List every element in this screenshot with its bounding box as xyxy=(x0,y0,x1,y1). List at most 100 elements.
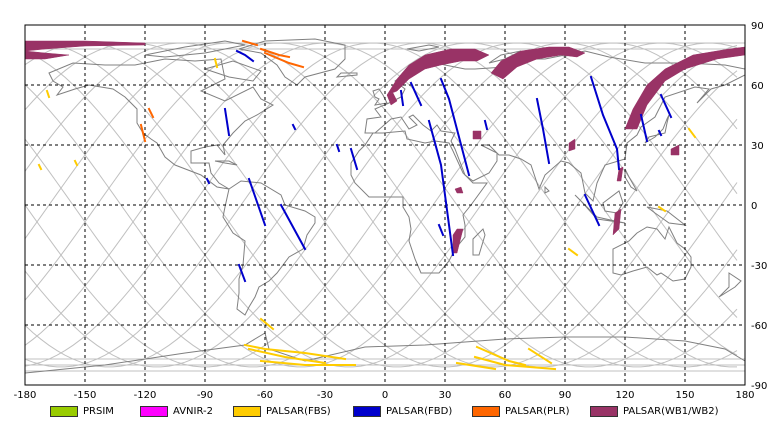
swath-wb xyxy=(386,92,398,106)
orbit-track xyxy=(288,42,738,318)
swath-fbd xyxy=(235,49,255,63)
swath-fbd xyxy=(427,119,455,257)
x-tick-labels: -180 -150 -120 -90 -60 -30 0 30 60 90 120 150 180 xyxy=(14,390,755,401)
swath-fbs xyxy=(37,163,43,171)
swath-plr xyxy=(263,51,305,69)
orbit-track xyxy=(96,42,738,368)
swath-wb xyxy=(670,144,680,156)
legend-label: PRSIM xyxy=(83,405,114,417)
orbit-track xyxy=(432,42,738,206)
y-tick-label: -30 xyxy=(751,261,767,272)
legend-label: PALSAR(FBS) xyxy=(266,405,331,417)
swath-wb xyxy=(616,166,624,182)
y-tick-labels: 90 60 30 0 -30 -60 -90 xyxy=(751,21,767,392)
swath-fbs xyxy=(473,355,557,371)
legend-item-avnir2: AVNIR-2 xyxy=(140,403,213,419)
coast-uk xyxy=(372,88,388,106)
swath-fbs xyxy=(657,205,667,213)
orbit-track xyxy=(24,42,578,368)
swath-fbd xyxy=(237,263,247,283)
swath-fbs xyxy=(243,343,347,361)
x-tick-label: 120 xyxy=(615,390,634,401)
legend-swatch-palsar-fbs xyxy=(233,405,261,417)
legend-swatch-palsar-plr xyxy=(472,405,500,417)
orbit-track xyxy=(24,204,50,239)
y-tick-label: 0 xyxy=(751,201,757,212)
orbit-track xyxy=(144,42,738,368)
swath-plr xyxy=(147,107,155,119)
swath-plr xyxy=(259,47,291,59)
x-tick-label: 0 xyxy=(382,390,388,401)
swath-wb xyxy=(386,48,490,96)
swath-wb xyxy=(454,186,464,194)
y-tick-label: 60 xyxy=(751,81,764,92)
legend-swatch-palsar-fbd xyxy=(353,405,381,417)
orbit-track xyxy=(24,204,194,367)
swath-fbs xyxy=(527,347,553,365)
orbit-track xyxy=(24,204,338,368)
legend-label: PALSAR(FBD) xyxy=(386,405,453,417)
orbit-track xyxy=(24,42,722,368)
x-tick-label: -90 xyxy=(197,390,213,401)
coast-arctic-islands xyxy=(144,40,246,58)
legend-label: PALSAR(PLR) xyxy=(505,405,570,417)
coast-eurasia xyxy=(364,50,746,202)
legend-item-palsar-wb: PALSAR(WB1/WB2) xyxy=(590,403,719,419)
orbit-track xyxy=(24,138,434,368)
x-tick-label: 30 xyxy=(439,390,452,401)
orbit-track xyxy=(24,84,482,368)
coast-baffin xyxy=(203,60,262,82)
swath-fbd xyxy=(439,77,471,177)
coast-south-america xyxy=(222,180,316,316)
orbit-track xyxy=(336,42,738,261)
coast-borneo xyxy=(602,190,624,214)
y-tick-label: 30 xyxy=(751,141,764,152)
x-tick-label: 60 xyxy=(499,390,512,401)
coast-australia xyxy=(612,225,692,282)
x-tick-label: -150 xyxy=(74,390,97,401)
swath-fbd xyxy=(589,75,621,171)
swath-fbs xyxy=(73,159,79,167)
orbit-track xyxy=(576,45,738,206)
legend-item-palsar-plr: PALSAR(PLR) xyxy=(472,403,569,419)
coast-sri-lanka xyxy=(544,185,550,194)
map-frame xyxy=(24,24,746,386)
swath-wb xyxy=(568,138,576,152)
swath-fbd xyxy=(535,97,551,165)
swath-fbd xyxy=(205,177,211,185)
swath-fbd xyxy=(583,193,601,227)
x-tick-label: 180 xyxy=(735,390,754,401)
swath-fbs xyxy=(455,361,497,371)
swath-plr xyxy=(139,123,147,143)
coast-svalbard xyxy=(406,44,440,52)
swath-fbd xyxy=(291,123,297,131)
swath-fbs xyxy=(259,317,275,331)
legend: PRSIM AVNIR-2 PALSAR(FBS) PALSAR(FBD) PA… xyxy=(0,403,770,421)
swath-fbd xyxy=(437,223,445,237)
coast-philippines xyxy=(624,168,638,192)
swath-fbs xyxy=(259,359,356,366)
swath-fbd xyxy=(657,129,663,137)
orbit-track xyxy=(720,182,738,206)
swath-fbd xyxy=(247,177,267,227)
swath-fbs xyxy=(247,347,327,365)
swath-plr xyxy=(241,39,259,47)
orbit-track xyxy=(24,50,530,368)
y-tick-label: -60 xyxy=(751,321,767,332)
legend-item-prism: PRSIM xyxy=(50,403,114,419)
orbit-tracks xyxy=(24,42,745,372)
legend-label: PALSAR(WB1/WB2) xyxy=(623,405,719,417)
swath-fbd xyxy=(409,81,423,107)
legend-swatch-prism xyxy=(50,405,78,417)
orbit-track xyxy=(240,42,738,356)
swath-fbs xyxy=(475,345,527,367)
coast-madagascar xyxy=(472,228,486,256)
graticule xyxy=(25,25,745,385)
orbit-track xyxy=(48,42,738,368)
swath-wb xyxy=(490,46,586,80)
swath-fbd xyxy=(659,93,673,119)
x-tick-label: -120 xyxy=(134,390,157,401)
legend-item-palsar-fbs: PALSAR(FBS) xyxy=(233,403,331,419)
coast-africa xyxy=(350,130,488,274)
